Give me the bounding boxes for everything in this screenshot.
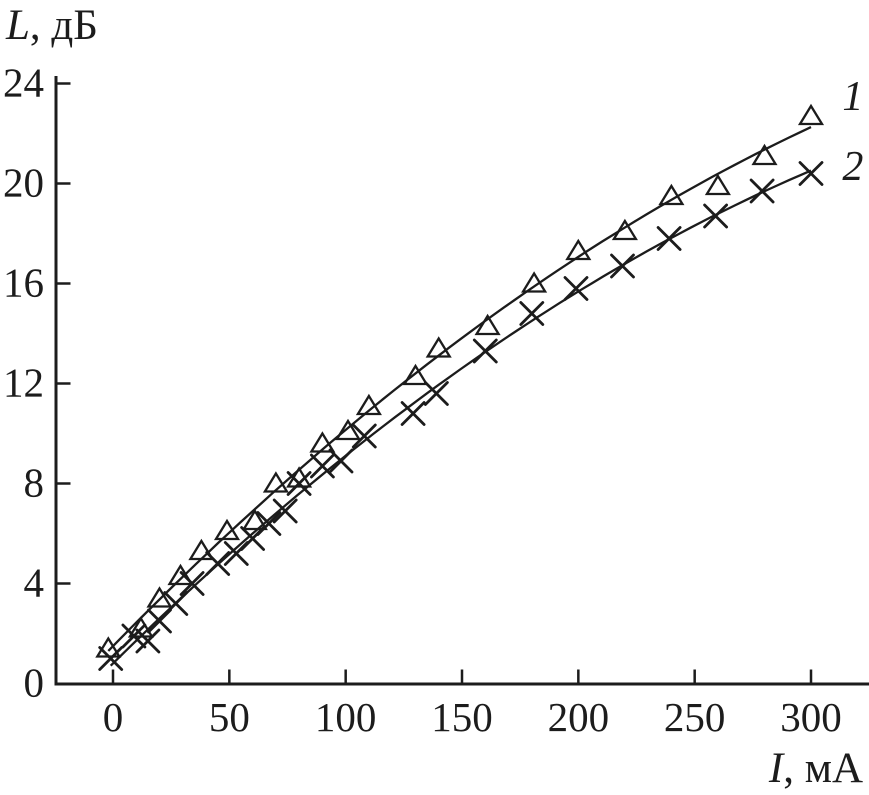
series-2-label: 2 <box>842 144 863 190</box>
series-2-marker <box>519 301 545 326</box>
series-1-marker <box>704 173 731 196</box>
series-1-marker <box>355 393 382 416</box>
series-1-curve <box>107 126 812 652</box>
x-tick-label: 250 <box>664 694 726 740</box>
series-2-marker <box>400 401 426 426</box>
series-1-marker <box>565 238 592 261</box>
series-1-marker <box>658 183 685 206</box>
x-axis-title: I, мА <box>769 746 863 791</box>
series-1-marker <box>797 103 825 126</box>
series-2-marker <box>205 551 231 576</box>
series-2-marker <box>328 448 354 474</box>
x-tick-label: 0 <box>103 694 124 740</box>
x-tick-label: 300 <box>780 694 842 740</box>
series-1-label: 1 <box>842 74 863 120</box>
series-2-marker <box>749 178 775 204</box>
series-2-marker <box>163 591 189 616</box>
series-2-marker <box>256 511 282 536</box>
y-tick-label: 20 <box>3 160 44 206</box>
series-1-marker <box>146 586 173 608</box>
y-axis-variable: L <box>6 2 30 49</box>
series-1-marker <box>213 518 241 541</box>
y-tick-label: 4 <box>24 560 45 606</box>
series-2-marker <box>703 203 728 229</box>
y-axis-title: L, дБ <box>6 3 98 48</box>
series-2-marker <box>610 253 635 279</box>
series-1-marker <box>611 218 638 241</box>
series-2-marker <box>272 498 298 524</box>
series-2-marker <box>98 646 124 671</box>
x-axis-units: , мА <box>783 745 863 792</box>
series-2-marker <box>798 161 824 186</box>
x-tick-label: 100 <box>315 694 377 740</box>
series-1-marker <box>521 271 548 293</box>
x-axis-variable: I <box>768 745 784 792</box>
x-tick-label: 200 <box>548 694 610 740</box>
y-tick-label: 8 <box>24 460 45 506</box>
series-2-marker <box>286 471 312 496</box>
series-1-marker <box>262 471 289 493</box>
series-2-marker <box>135 628 161 654</box>
series-1-marker <box>425 336 452 358</box>
x-tick-label: 50 <box>209 694 250 740</box>
y-tick-label: 0 <box>24 660 45 706</box>
series-2-marker <box>563 276 589 301</box>
series-2-marker <box>351 423 377 449</box>
series-2-marker <box>424 381 449 406</box>
series-1-marker <box>188 538 215 561</box>
series-1-marker <box>309 431 336 453</box>
y-tick-label: 16 <box>3 260 44 306</box>
series-1-marker <box>474 313 501 336</box>
y-axis-units: , дБ <box>29 2 98 49</box>
series-1-marker <box>167 563 194 586</box>
y-tick-label: 24 <box>3 60 44 106</box>
series-2-marker <box>179 571 205 596</box>
series-1-marker <box>241 508 268 531</box>
y-tick-label: 12 <box>3 360 44 406</box>
series-1-marker <box>334 418 362 441</box>
series-2-marker <box>656 226 682 251</box>
series-2-marker <box>472 338 498 364</box>
series-1-marker <box>402 363 429 386</box>
series-2-curve <box>109 169 812 667</box>
series-1-marker <box>751 143 778 166</box>
series-2-marker <box>121 623 147 649</box>
x-tick-label: 150 <box>431 694 493 740</box>
